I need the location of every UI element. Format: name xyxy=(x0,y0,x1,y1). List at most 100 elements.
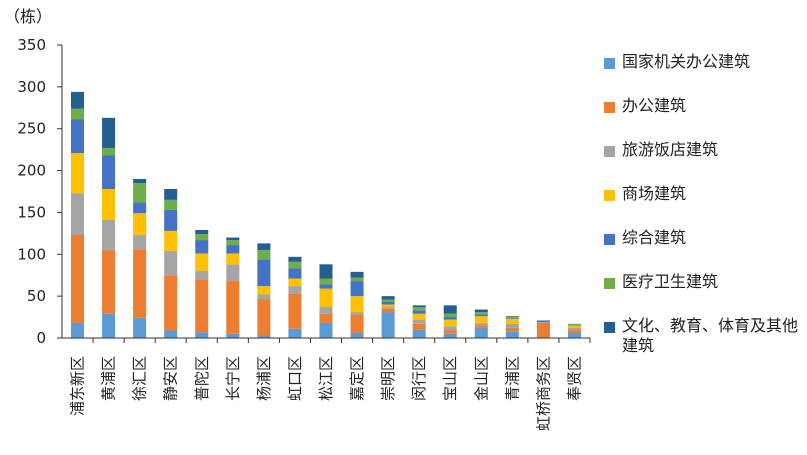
y-tick-label: 350 xyxy=(17,36,46,54)
x-category-label: 普陀区 xyxy=(193,356,211,401)
bar-segment xyxy=(133,178,147,184)
bar-segment xyxy=(319,278,333,285)
bar-segment xyxy=(505,316,519,318)
bar-segment xyxy=(257,243,271,251)
bar-segment xyxy=(443,326,457,331)
bar-segment xyxy=(381,307,395,309)
bar-segment xyxy=(443,305,457,314)
x-category-label: 青浦区 xyxy=(503,356,521,401)
bar-segment xyxy=(195,271,209,280)
bar-segment xyxy=(288,278,302,287)
bar-segment xyxy=(288,328,302,338)
bar-segment xyxy=(412,305,426,308)
legend-label: 国家机关办公建筑 xyxy=(622,52,751,71)
bar-segment xyxy=(164,209,178,231)
legend-item: 商场建筑 xyxy=(604,184,804,204)
bar-segment xyxy=(133,235,147,250)
x-category-label: 松江区 xyxy=(317,356,335,401)
bar-segment xyxy=(164,330,178,338)
legend-swatch xyxy=(604,146,615,157)
legend-item: 办公建筑 xyxy=(604,96,804,116)
bar-segment xyxy=(195,234,209,241)
bar-segment xyxy=(102,313,116,338)
bar-segment xyxy=(226,240,240,246)
bar-segment xyxy=(164,230,178,251)
bar-segment xyxy=(226,281,240,334)
bar-segment xyxy=(164,188,178,200)
bar-segment xyxy=(319,288,333,308)
bar-segment xyxy=(226,264,240,282)
legend-item: 文化、教育、体育及其他建筑 xyxy=(604,316,804,356)
bar-segment xyxy=(71,322,85,338)
x-category-label: 虹桥商务区 xyxy=(534,356,552,431)
bar-segment xyxy=(102,117,116,148)
bar-segment xyxy=(567,324,581,326)
bar-segment xyxy=(288,268,302,279)
bar-segment xyxy=(350,296,364,313)
bar-segment xyxy=(195,253,209,272)
bar-segment xyxy=(257,299,271,336)
x-axis: 浦东新区 黄浦区 徐汇区 静安区 普陀区 长宁区 杨浦区 虹口区 松江区 嘉定区 崇明区 闵行区 宝山区… xyxy=(62,337,591,431)
bar-segment xyxy=(381,308,395,313)
legend-swatch xyxy=(604,278,615,289)
y-tick-label: 250 xyxy=(17,120,46,138)
legend-swatch xyxy=(604,190,615,201)
x-category-label: 宝山区 xyxy=(441,356,459,401)
bar-segment xyxy=(505,331,519,338)
y-tick-label: 200 xyxy=(17,162,46,180)
bar-segment xyxy=(474,312,488,315)
bar-segment xyxy=(567,325,581,328)
bar-segment xyxy=(536,320,550,323)
legend-swatch xyxy=(604,102,615,113)
bar-segment xyxy=(71,119,85,153)
bar-segment xyxy=(164,275,178,331)
y-tick-label: 0 xyxy=(36,329,46,347)
bar-segment xyxy=(505,317,519,319)
bar-segment xyxy=(443,319,457,327)
bar-segment xyxy=(288,256,302,262)
bar-segment xyxy=(350,277,364,282)
bar-segment xyxy=(350,312,364,315)
bar-segment xyxy=(257,294,271,300)
bar-segment xyxy=(195,230,209,235)
legend-label: 办公建筑 xyxy=(622,96,687,115)
x-category-label: 崇明区 xyxy=(379,356,397,401)
bar-segment xyxy=(71,152,85,194)
x-category-label: 奉贤区 xyxy=(565,356,583,401)
legend-swatch xyxy=(604,58,615,69)
y-axis: 0 50 100 150 200 250 300 350 xyxy=(17,36,63,347)
bar-segment xyxy=(102,250,116,314)
legend-swatch xyxy=(604,234,615,245)
bar-segment xyxy=(474,314,488,317)
bar-segment xyxy=(505,317,519,318)
bar-segment xyxy=(133,183,147,203)
bar-segment xyxy=(567,330,581,333)
bar-segment xyxy=(381,304,395,308)
bar-segment xyxy=(474,316,488,323)
x-category-label: 长宁区 xyxy=(224,356,242,401)
bar-segment xyxy=(319,322,333,338)
unit-label: （栋） xyxy=(4,7,52,26)
legend-item: 旅游饭店建筑 xyxy=(604,140,804,160)
bar-segment xyxy=(443,333,457,338)
bar-segment xyxy=(102,155,116,189)
bar-segment xyxy=(71,91,85,109)
legend-label: 旅游饭店建筑 xyxy=(622,140,719,159)
bar-segment xyxy=(412,307,426,311)
bar-segment xyxy=(412,310,426,314)
bar-segment xyxy=(505,318,519,324)
legend-label: 商场建筑 xyxy=(622,184,687,203)
bar-segment xyxy=(195,279,209,333)
bar-segment xyxy=(102,219,116,251)
bar-segment xyxy=(133,249,147,318)
x-category-label: 嘉定区 xyxy=(348,356,366,401)
bar-segment xyxy=(195,332,209,338)
bar-segment xyxy=(319,264,333,279)
bar-segment xyxy=(288,286,302,294)
bar-segment xyxy=(350,314,364,333)
bar-segment xyxy=(474,327,488,338)
bar-segment xyxy=(567,323,581,325)
x-category-label: 虹口区 xyxy=(286,356,304,401)
bar-segment xyxy=(257,250,271,260)
